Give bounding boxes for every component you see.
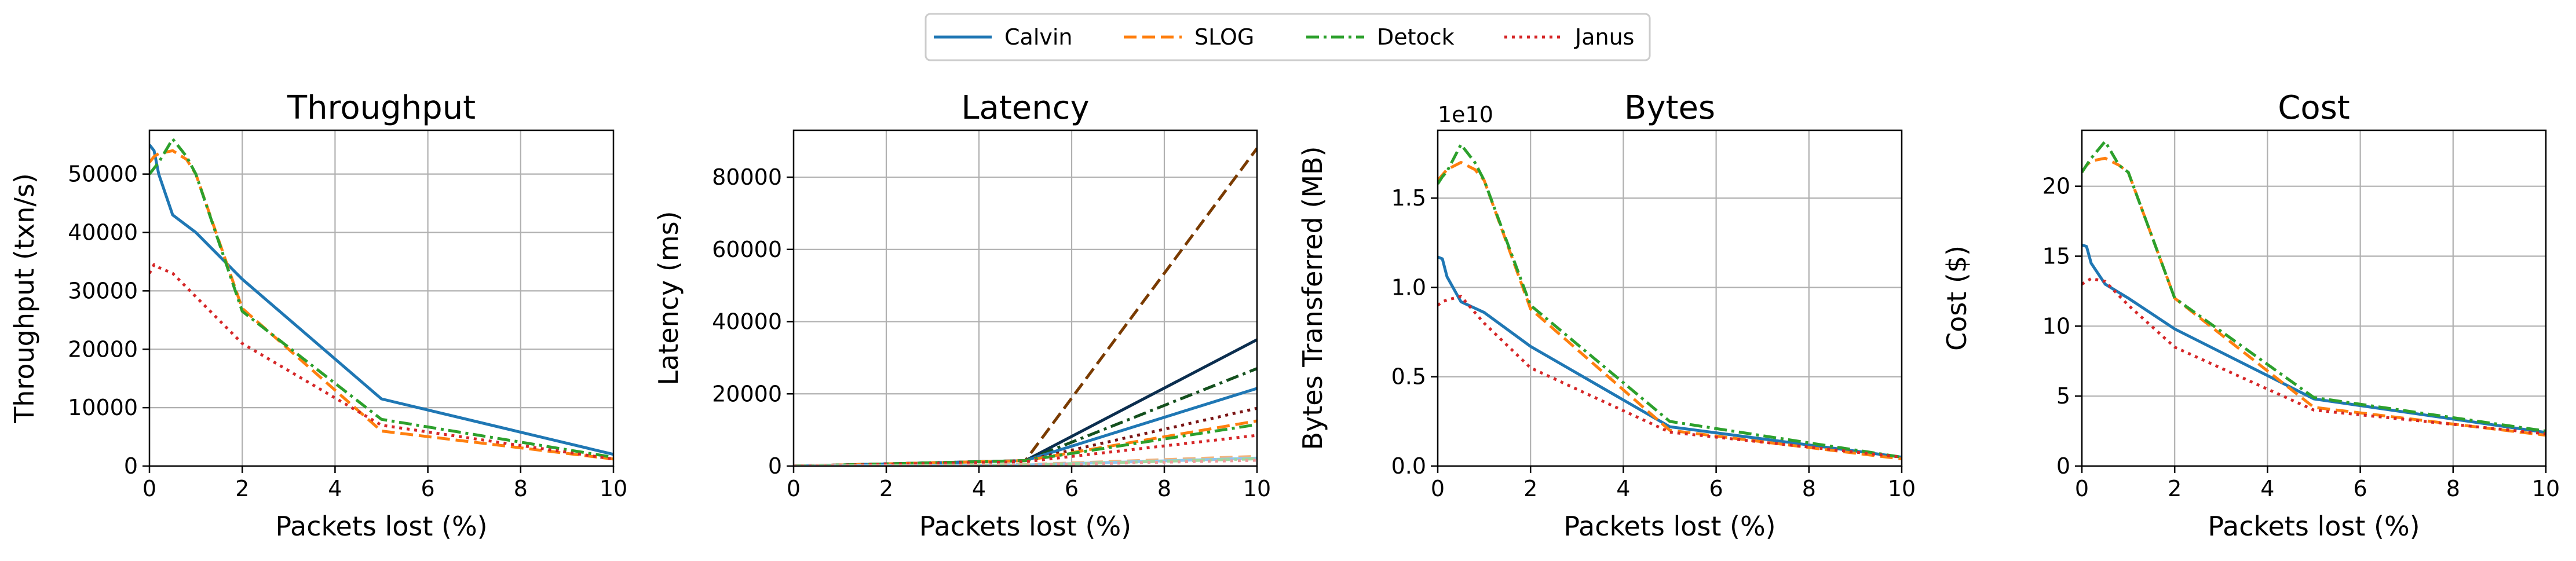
y-axis-label: Throughput (txn/s)	[9, 173, 40, 424]
y-tick-label: 60000	[712, 237, 782, 262]
x-tick-label: 10	[2532, 476, 2560, 501]
y-axis-label: Cost ($)	[1941, 245, 1972, 351]
x-axis-label: Packets lost (%)	[2208, 511, 2420, 542]
legend: Calvin SLOG Detock Janus	[925, 13, 1651, 61]
x-tick-label: 8	[1157, 476, 1171, 501]
y-axis-label: Latency (ms)	[653, 211, 684, 385]
x-tick-label: 4	[328, 476, 342, 501]
x-tick-label: 8	[1802, 476, 1816, 501]
y-tick-label: 50000	[68, 162, 138, 187]
x-tick-label: 8	[2446, 476, 2460, 501]
x-tick-label: 6	[1709, 476, 1723, 501]
legend-frame	[925, 13, 1651, 61]
x-tick-label: 2	[1523, 476, 1537, 501]
chart-panel-bytes: 0 2 4 6 8 10 0.0 0.5 1.0 1.5 Bytes Packets lost (%)…	[1297, 89, 1916, 542]
x-tick-label: 6	[421, 476, 435, 501]
x-tick-label: 0	[142, 476, 156, 501]
y-tick-label: 20000	[68, 336, 138, 362]
y-tick-label: 30000	[68, 278, 138, 303]
series-line-3	[794, 367, 1257, 466]
plot-frame	[148, 129, 615, 467]
x-tick-label: 2	[235, 476, 249, 501]
x-tick-label: 6	[1065, 476, 1079, 501]
plot-frame	[1437, 129, 1903, 467]
series-line-1	[794, 147, 1257, 466]
series-line-detock	[1438, 143, 1902, 459]
chart-title: Latency	[961, 89, 1089, 127]
y-tick-label: 0	[124, 453, 138, 479]
x-tick-label: 0	[787, 476, 801, 501]
x-axis-label: Packets lost (%)	[1563, 511, 1775, 542]
x-tick-label: 6	[2354, 476, 2367, 501]
series-line-detock	[149, 137, 613, 459]
x-tick-label: 2	[2168, 476, 2182, 501]
series-group	[1438, 143, 1902, 461]
series-line-4	[794, 387, 1257, 466]
x-tick-label: 2	[879, 476, 893, 501]
series-line-slog	[149, 149, 613, 461]
y-tick-label: 1.5	[1391, 185, 1426, 211]
series-line-detock	[2082, 140, 2546, 433]
x-tick-label: 4	[1616, 476, 1630, 501]
series-line-2	[794, 338, 1257, 466]
chart-panel-cost: 0 2 4 6 8 10 0 5 10 15 20 Cost Packets lost (%) Cost …	[1941, 89, 2560, 542]
series-line-calvin	[2082, 243, 2546, 434]
legend-label-calvin: Calvin	[1004, 24, 1073, 50]
chart-panels: 0 2 4 6 8 1001000020000300004000050000Through…	[9, 89, 2560, 542]
series-group	[794, 147, 1257, 466]
series-line-slog	[1438, 161, 1902, 461]
y-tick-label: 40000	[712, 309, 782, 335]
y-tick-label: 15	[2042, 244, 2070, 269]
legend-label-slog: SLOG	[1194, 24, 1254, 50]
x-tick-label: 10	[1243, 476, 1271, 501]
chart-panel-throughput: 0 2 4 6 8 10 0 10000 20000 30000 40000 50000 Through…	[9, 89, 627, 542]
chart-panel-latency: 0 2 4 6 8 10 0 20000 40000 60000 80000 Latency Packe…	[653, 89, 1271, 542]
y-tick-label: 0.0	[1391, 453, 1426, 479]
x-tick-label: 10	[1888, 476, 1916, 501]
y-tick-label: 5	[2056, 383, 2070, 409]
x-tick-label: 0	[2075, 476, 2089, 501]
x-tick-label: 4	[2260, 476, 2274, 501]
chart-title: Bytes	[1624, 89, 1715, 127]
series-line-slog	[2082, 156, 2546, 437]
plot-frame	[792, 129, 1258, 467]
series-group	[2082, 140, 2546, 437]
x-axis-label: Packets lost (%)	[919, 511, 1131, 542]
chart-title: Throughput	[287, 89, 476, 127]
x-tick-label: 10	[600, 476, 627, 501]
legend-label-janus: Janus	[1574, 24, 1634, 50]
y-tick-label: 0	[768, 453, 782, 479]
y-tick-label: 20	[2042, 174, 2070, 199]
x-tick-label: 4	[972, 476, 986, 501]
y-tick-label: 80000	[712, 164, 782, 190]
y-tick-label: 40000	[68, 220, 138, 245]
y-tick-label: 10	[2042, 313, 2070, 339]
x-axis-label: Packets lost (%)	[275, 511, 487, 542]
y-tick-label: 20000	[712, 381, 782, 406]
plot-frame	[2081, 129, 2547, 467]
x-tick-label: 8	[514, 476, 528, 501]
x-tick-label: 0	[1431, 476, 1445, 501]
y-axis-label: Bytes Transferred (MB)	[1297, 146, 1328, 450]
y-tick-label: 1.0	[1391, 274, 1426, 300]
series-line-janus	[149, 263, 613, 461]
chart-title: Cost	[2278, 89, 2350, 127]
y-tick-label: 0	[2056, 453, 2070, 479]
legend-label-detock: Detock	[1377, 24, 1455, 50]
y-offset-text: 1e10	[1438, 102, 1493, 127]
series-line-janus	[2082, 277, 2546, 435]
y-tick-label: 0.5	[1391, 364, 1426, 390]
series-line-calvin	[1438, 255, 1902, 459]
series-group	[149, 137, 613, 461]
y-tick-label: 10000	[68, 395, 138, 420]
